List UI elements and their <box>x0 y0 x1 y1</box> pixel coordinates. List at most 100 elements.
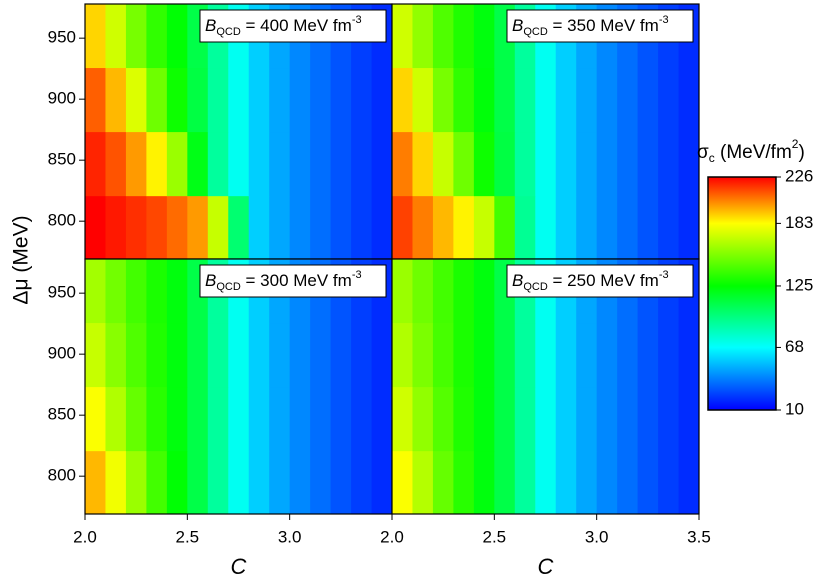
heatmap-cell <box>330 67 352 133</box>
heatmap-cell <box>514 322 536 388</box>
colorbar-tick-label: 68 <box>785 337 804 356</box>
annotation-text: = 300 MeV fm <box>241 271 352 290</box>
heatmap-cell <box>412 4 434 69</box>
heatmap-cell <box>248 450 270 514</box>
heatmap-cell <box>289 67 311 133</box>
heatmap-cell <box>637 195 659 259</box>
heatmap-cell <box>453 67 475 133</box>
heatmap-cell <box>146 322 168 388</box>
heatmap-cell <box>85 450 107 514</box>
heatmap-cell <box>617 67 639 133</box>
heatmap-cell <box>514 450 536 514</box>
heatmap-cell <box>207 386 229 452</box>
heatmap-cell <box>392 195 414 259</box>
heatmap-cell <box>555 322 577 388</box>
heatmap-cell <box>678 450 699 514</box>
heatmap-cell <box>432 131 454 197</box>
heatmap-cell <box>146 259 168 324</box>
heatmap-cell <box>678 131 699 197</box>
colorbar-tick-label: 125 <box>785 275 813 294</box>
heatmap-cell <box>248 322 270 388</box>
y-tick-label: 950 <box>48 28 76 47</box>
heatmap-cell <box>412 386 434 452</box>
heatmap-cell <box>535 386 557 452</box>
heatmap-cell <box>432 195 454 259</box>
colorbar-label-subscript: c <box>709 151 715 165</box>
annotation-superscript: -3 <box>352 269 362 281</box>
heatmap-cell <box>473 450 495 514</box>
heatmap-cell <box>105 131 127 197</box>
colorbar <box>707 176 777 411</box>
heatmap-cell <box>617 386 639 452</box>
heatmap-cell <box>371 67 392 133</box>
heatmap-cell <box>85 131 107 197</box>
heatmap-cell <box>310 386 332 452</box>
heatmap-cell <box>351 386 373 452</box>
heatmap-cell <box>125 259 147 324</box>
heatmap <box>85 4 392 259</box>
heatmap-cell <box>514 67 536 133</box>
heatmap-cell <box>289 195 311 259</box>
colorbar-tick-label: 183 <box>785 213 813 232</box>
heatmap-cell <box>105 4 127 69</box>
heatmap-cell <box>105 259 127 324</box>
heatmap-cell <box>514 195 536 259</box>
heatmap-cell <box>105 195 127 259</box>
heatmap-cell <box>453 4 475 69</box>
heatmap-cell <box>555 195 577 259</box>
heatmap-cell <box>617 195 639 259</box>
y-axis-label: Δμ (MeV) <box>10 215 33 304</box>
heatmap-cell <box>412 195 434 259</box>
heatmap-cell <box>125 4 147 69</box>
heatmap-cell <box>596 322 618 388</box>
heatmap-cell <box>166 259 188 324</box>
heatmap-cell <box>269 131 291 197</box>
annotation-text: = 400 MeV fm <box>241 16 352 35</box>
heatmap-cell <box>535 67 557 133</box>
heatmap-cell <box>658 322 680 388</box>
heatmap-cell <box>371 450 392 514</box>
heatmap-cell <box>187 67 209 133</box>
heatmap-cell <box>105 322 127 388</box>
heatmap-cell <box>207 450 229 514</box>
heatmap-cell <box>473 322 495 388</box>
x-tick-label: 3.0 <box>278 527 302 546</box>
x-axis-label: C <box>538 554 554 579</box>
heatmap-cell <box>535 450 557 514</box>
heatmap-cell <box>514 131 536 197</box>
panel: BQCD = 350 MeV fm-3 <box>391 3 700 260</box>
heatmap-cell <box>228 195 250 259</box>
y-tick-label: 800 <box>48 466 76 485</box>
heatmap-cell <box>453 131 475 197</box>
heatmap-cell <box>310 450 332 514</box>
heatmap-cell <box>166 195 188 259</box>
heatmap-cell <box>207 131 229 197</box>
heatmap-cell <box>637 386 659 452</box>
annotation-superscript: -3 <box>659 269 669 281</box>
heatmap-cell <box>617 131 639 197</box>
colorbar-tick-label: 226 <box>785 166 813 185</box>
heatmap-cell <box>392 131 414 197</box>
heatmap-cell <box>555 386 577 452</box>
heatmap-cell <box>105 386 127 452</box>
heatmap-cell <box>85 4 107 69</box>
heatmap-cell <box>576 131 598 197</box>
colorbar-label-symbol: σ <box>697 142 709 163</box>
heatmap-cell <box>310 322 332 388</box>
heatmap-cell <box>678 195 699 259</box>
heatmap-cell <box>535 131 557 197</box>
annotation-box <box>506 264 694 298</box>
heatmap-cell <box>146 4 168 69</box>
heatmap-cell <box>330 386 352 452</box>
panel: 2.0 2.5 3.0 3.5 C BQCD = 250 MeV fm-3 <box>380 258 711 579</box>
heatmap-cell <box>207 322 229 388</box>
heatmap-cell <box>432 67 454 133</box>
heatmap-cell <box>289 450 311 514</box>
heatmap-cell <box>555 131 577 197</box>
heatmap-cell <box>85 195 107 259</box>
heatmap-cell <box>310 131 332 197</box>
heatmap-cell <box>535 322 557 388</box>
heatmap-cell <box>555 450 577 514</box>
heatmap-cell <box>371 131 392 197</box>
panel: 800 850 900 950 2.0 2.5 3.0 C BQCD = 300 MeV fm-… <box>48 258 393 579</box>
